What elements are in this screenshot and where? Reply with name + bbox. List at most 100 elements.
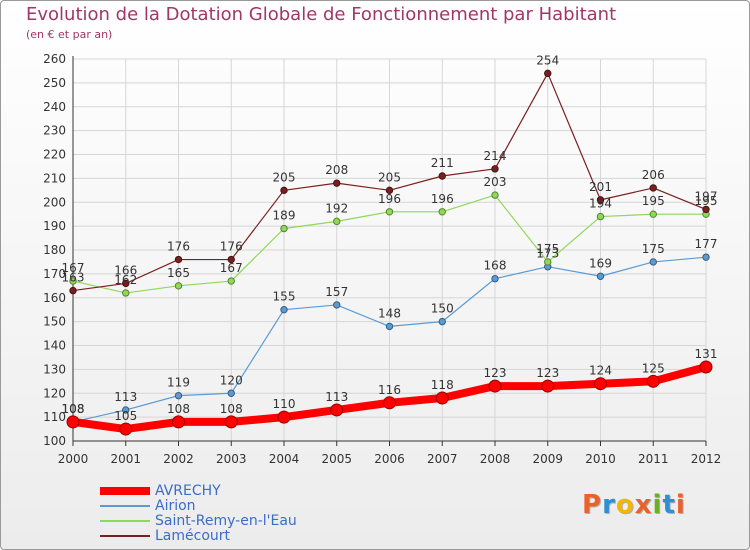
data-label: 162 [114, 273, 137, 287]
x-tick-label: 2005 [321, 452, 352, 466]
data-point [227, 277, 235, 285]
data-point [277, 410, 291, 424]
x-tick-label: 2000 [58, 452, 89, 466]
data-point [702, 205, 710, 214]
data-point [702, 253, 710, 261]
logo-letter: x [634, 490, 653, 520]
data-point [280, 305, 288, 314]
data-label: 108 [220, 402, 243, 416]
data-point [66, 415, 80, 429]
data-label: 118 [431, 378, 454, 392]
logo-letter: r [602, 490, 616, 520]
data-label: 177 [695, 237, 718, 251]
data-label: 163 [62, 271, 85, 285]
data-point [491, 191, 499, 199]
logo-letter: t [662, 490, 676, 520]
data-label: 208 [325, 163, 348, 177]
x-tick-label: 2007 [427, 452, 458, 466]
y-tick-label: 230 [43, 124, 66, 138]
data-point [333, 179, 341, 187]
data-point [69, 277, 77, 285]
data-label: 176 [220, 240, 243, 254]
data-point [330, 403, 344, 417]
data-label: 194 [589, 197, 612, 211]
data-point [385, 322, 394, 331]
data-point [224, 415, 238, 429]
data-label: 123 [484, 366, 507, 380]
data-point [699, 360, 713, 374]
y-tick-label: 110 [43, 410, 66, 424]
data-label: 214 [484, 149, 507, 163]
data-point [174, 282, 183, 290]
data-label: 195 [642, 194, 665, 208]
data-label: 201 [589, 180, 612, 194]
data-point [174, 391, 183, 400]
data-point [544, 69, 552, 78]
y-tick-label: 160 [43, 291, 66, 305]
chart-title: Evolution de la Dotation Globale de Fonc… [26, 4, 617, 25]
y-tick-label: 150 [43, 315, 66, 329]
data-label: 113 [114, 390, 137, 404]
y-tick-label: 210 [43, 171, 66, 185]
data-label: 176 [167, 240, 190, 254]
data-label: 110 [273, 397, 296, 411]
data-point [174, 255, 183, 264]
data-label: 105 [114, 409, 137, 423]
data-label: 116 [378, 383, 401, 397]
data-label: 119 [167, 376, 190, 390]
proxiti-logo: Proxiti [582, 490, 686, 520]
logo-letter: i [652, 490, 663, 520]
y-tick-label: 250 [43, 76, 66, 90]
data-label: 192 [325, 201, 348, 215]
data-point [488, 379, 502, 393]
chart-subtitle: (en € et par an) [26, 28, 113, 41]
data-point [227, 389, 235, 397]
y-tick-label: 220 [43, 148, 66, 162]
data-label: 120 [220, 373, 243, 387]
logo-letter: i [675, 490, 686, 520]
data-point [438, 172, 446, 180]
data-label: 150 [431, 302, 454, 316]
grid-lines [72, 58, 707, 442]
data-label: 173 [536, 247, 559, 261]
data-point [280, 224, 288, 233]
legend-swatch [100, 535, 150, 537]
data-point [333, 217, 341, 226]
y-tick-label: 170 [43, 267, 66, 281]
y-axis-tick-labels: 100 110 120 130 140 150 160 170 180 190 200 210 220 2… [43, 52, 66, 448]
data-label: 123 [536, 366, 559, 380]
data-label: 211 [431, 156, 454, 170]
data-point [541, 379, 555, 393]
legend-label: Saint-Remy-en-l'Eau [155, 513, 297, 529]
data-label: 196 [431, 192, 454, 206]
data-point [649, 184, 657, 192]
x-tick-label: 2012 [691, 452, 722, 466]
y-tick-label: 200 [43, 195, 66, 209]
y-tick-label: 260 [43, 52, 66, 66]
data-point [596, 272, 605, 280]
x-tick-label: 2011 [638, 452, 669, 466]
y-tick-label: 180 [43, 243, 66, 257]
data-label: 125 [642, 361, 665, 375]
data-point [172, 415, 185, 429]
legend-label: Lamécourt [155, 528, 231, 544]
data-label: 197 [695, 189, 718, 203]
x-tick-label: 2003 [216, 452, 247, 466]
data-point [491, 274, 499, 283]
data-label: 165 [167, 266, 190, 280]
data-point [122, 406, 130, 414]
data-label: 175 [536, 242, 559, 256]
data-label: 108 [62, 402, 85, 416]
legend-label: AVRECHY [155, 483, 221, 499]
data-point [227, 255, 235, 264]
y-tick-label: 100 [43, 434, 66, 448]
legend-label: Airion [155, 498, 196, 514]
y-tick-label: 240 [43, 100, 66, 114]
legend-swatch [100, 520, 150, 522]
data-label: 254 [536, 53, 559, 67]
x-tick-label: 2002 [163, 452, 194, 466]
data-label: 175 [642, 242, 665, 256]
y-tick-label: 120 [43, 386, 66, 400]
